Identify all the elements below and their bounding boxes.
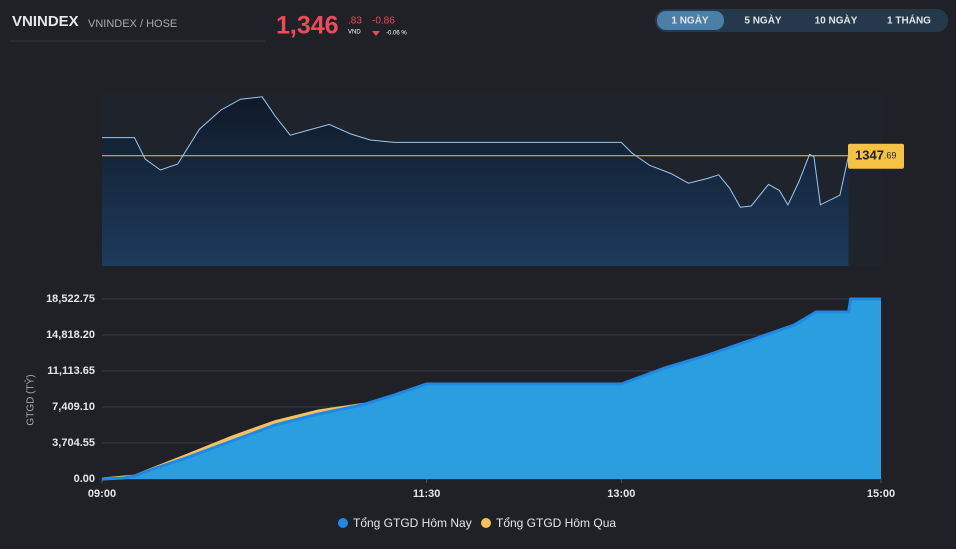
tab[interactable]: 1 THÁNG bbox=[887, 14, 931, 27]
symbol: VNINDEX bbox=[12, 13, 79, 30]
y-tick-label: 11,113.65 bbox=[47, 365, 95, 377]
area-line bbox=[101, 297, 881, 481]
tab[interactable]: 5 NGÀY bbox=[744, 14, 782, 27]
y-tick-label: 18,522.75 bbox=[46, 293, 95, 305]
y-tick-label: 7,409.10 bbox=[52, 401, 95, 413]
price-line bbox=[102, 96, 850, 208]
area bbox=[102, 299, 881, 479]
marker-box bbox=[848, 143, 904, 169]
change-pct: -0.06 % bbox=[386, 31, 407, 37]
tab[interactable]: 10 NGÀY bbox=[815, 14, 858, 27]
y-tick-label: 14,818.20 bbox=[46, 329, 95, 341]
x-tick-label: 13:00 bbox=[607, 488, 635, 500]
marker-dec: .69 bbox=[884, 151, 897, 161]
marker-int: 1347 bbox=[855, 148, 884, 163]
y-tick-label: 3,704.55 bbox=[52, 437, 95, 449]
marker-label: 1347.69 bbox=[855, 148, 896, 163]
legend: Tổng GTGD Hôm Nay Tổng GTGD Hôm Qua bbox=[338, 516, 616, 530]
price-area bbox=[102, 96, 849, 266]
price: 1,346 bbox=[276, 12, 339, 40]
down-arrow bbox=[372, 31, 380, 36]
plots: 0.00 3,704.55 7,409.10 11,113.65 14,818.20 18… bbox=[46, 95, 895, 500]
currency: VND bbox=[348, 30, 361, 36]
legend-label: Tổng GTGD Hôm Qua bbox=[496, 516, 616, 530]
y-tick-label: 0.00 bbox=[74, 473, 95, 485]
price-decimal: .83 bbox=[348, 16, 362, 27]
legend-swatch bbox=[481, 518, 491, 528]
y-axis-label: GTGD (TỶ) bbox=[24, 374, 37, 425]
tab[interactable]: 1 NGÀY bbox=[671, 14, 709, 27]
x-tick-label: 11:30 bbox=[413, 488, 441, 500]
legend-swatch bbox=[338, 518, 348, 528]
price-marker: 1347.69 bbox=[848, 143, 904, 169]
legend-label: Tổng GTGD Hôm Nay bbox=[353, 516, 472, 530]
tab-bar bbox=[655, 9, 948, 32]
x-tick-label: 15:00 bbox=[867, 488, 895, 500]
change: -0.86 bbox=[372, 16, 395, 27]
active-tab bbox=[657, 11, 724, 30]
tabs: 1 NGÀY 5 NGÀY 10 NGÀY 1 THÁNG bbox=[657, 11, 931, 30]
exchange: VNINDEX / HOSE bbox=[88, 18, 177, 30]
x-tick-label: 09:00 bbox=[88, 488, 116, 500]
